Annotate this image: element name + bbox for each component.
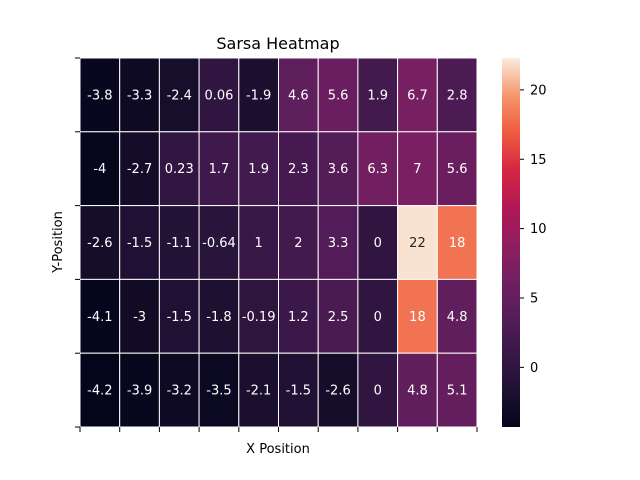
cell-value-label: -2.4 <box>167 88 192 103</box>
heatmap-cell <box>317 278 359 354</box>
cell-value-label: -0.64 <box>202 236 236 251</box>
colorbar-tick-label: 10 <box>530 222 547 237</box>
heatmap-cell <box>119 352 160 428</box>
cell-value-label: 4.6 <box>288 88 309 103</box>
cell-value-label: 0 <box>374 236 382 251</box>
cell-value-label: -4.2 <box>87 384 112 399</box>
cell-value-label: -3.2 <box>167 384 192 399</box>
cell-value-label: -4.1 <box>87 310 112 325</box>
heatmap-cell <box>79 278 121 354</box>
heatmap-cell <box>397 205 438 280</box>
colorbar-tick-label: 20 <box>530 83 547 98</box>
cell-value-label: 3.6 <box>328 162 349 177</box>
heatmap-cell <box>119 205 160 280</box>
cell-value-label: 7 <box>413 162 421 177</box>
heatmap-cell <box>119 57 160 133</box>
cell-value-label: 6.3 <box>367 162 388 177</box>
cell-value-label: 1 <box>255 236 263 251</box>
colorbar <box>502 58 520 427</box>
chart-title: Sarsa Heatmap <box>216 34 339 53</box>
heatmap-cell <box>357 131 399 207</box>
cell-value-label: -1.5 <box>127 236 152 251</box>
heatmap-cell <box>158 205 200 280</box>
heatmap-cell <box>278 352 319 428</box>
cell-value-label: 18 <box>409 310 426 325</box>
cell-value-label: -2.6 <box>87 236 112 251</box>
cell-value-label: -0.19 <box>242 310 276 325</box>
cell-value-label: 1.9 <box>367 88 388 103</box>
heatmap-cell <box>436 352 478 428</box>
heatmap-cell <box>436 278 478 354</box>
heatmap-cell <box>79 352 121 428</box>
cell-value-label: 2.3 <box>288 162 309 177</box>
heatmap-cell <box>397 131 438 207</box>
heatmap-cell <box>357 205 399 280</box>
cell-value-label: 0 <box>374 310 382 325</box>
cell-value-label: -3.8 <box>87 88 112 103</box>
heatmap-cell <box>436 57 478 133</box>
cell-value-label: -2.6 <box>325 384 350 399</box>
heatmap-cell <box>357 352 399 428</box>
y-axis-label: Y-Position <box>51 211 66 274</box>
cell-value-label: -2.1 <box>246 384 271 399</box>
heatmap-cell <box>238 205 280 280</box>
colorbar-tick-label: 0 <box>530 361 538 376</box>
heatmap-cell <box>317 352 359 428</box>
heatmap-cell <box>397 278 438 354</box>
cell-value-label: 0 <box>374 384 382 399</box>
heatmap-cell <box>158 352 200 428</box>
cell-value-label: 5.6 <box>328 88 349 103</box>
heatmap-cell <box>397 352 438 428</box>
colorbar-ticks: 0 5 10 15 20 <box>520 83 547 376</box>
y-axis-ticks <box>75 57 80 428</box>
cell-value-label: 3.3 <box>328 236 349 251</box>
heatmap-cell <box>198 131 240 207</box>
heatmap-cell <box>357 57 399 133</box>
cell-value-label: 4.8 <box>447 310 468 325</box>
cell-value-label: 5.1 <box>447 384 468 399</box>
heatmap-cell <box>79 205 121 280</box>
cell-value-label: -3.3 <box>127 88 152 103</box>
heatmap-cell <box>278 131 319 207</box>
cell-value-label: 22 <box>409 236 426 251</box>
cell-value-label: 4.8 <box>407 384 428 399</box>
cell-value-label: -1.5 <box>167 310 192 325</box>
heatmap-cell <box>119 131 160 207</box>
cell-value-label: 0.23 <box>165 162 194 177</box>
cell-value-label: 1.7 <box>209 162 230 177</box>
cell-value-label: 2 <box>294 236 302 251</box>
heatmap-cell <box>317 131 359 207</box>
cell-value-label: -2.7 <box>127 162 152 177</box>
heatmap-cell <box>436 205 478 280</box>
cell-value-label: 1.2 <box>288 310 309 325</box>
heatmap-cell <box>158 57 200 133</box>
cell-value-label: 2.8 <box>447 88 468 103</box>
heatmap-cell <box>317 205 359 280</box>
heatmap-cell <box>278 57 319 133</box>
cell-value-label: -1.1 <box>167 236 192 251</box>
cell-value-label: -3.5 <box>206 384 231 399</box>
colorbar-tick-label: 5 <box>530 291 538 306</box>
heatmap-cells: -3.8 -3.3 -2.4 0.06 -1.9 4.6 5.6 1.9 6.7 2.8 -4 -2.… <box>79 57 478 428</box>
heatmap-cell <box>79 57 121 133</box>
cell-value-label: -3.9 <box>127 384 152 399</box>
x-axis-ticks <box>79 427 478 432</box>
heatmap-cell <box>278 278 319 354</box>
heatmap-cell <box>238 352 280 428</box>
cell-value-label: 1.9 <box>248 162 269 177</box>
heatmap-cell <box>436 131 478 207</box>
cell-value-label: 2.5 <box>328 310 349 325</box>
cell-value-label: -1.8 <box>206 310 231 325</box>
cell-value-label: -3 <box>133 310 146 325</box>
colorbar-tick-label: 15 <box>530 153 547 168</box>
cell-value-label: -1.9 <box>246 88 271 103</box>
cell-value-label: 18 <box>449 236 466 251</box>
cell-value-label: 0.06 <box>204 88 233 103</box>
cell-value-label: 5.6 <box>447 162 468 177</box>
cell-value-label: 6.7 <box>407 88 428 103</box>
x-axis-label: X Position <box>246 442 310 457</box>
cell-value-label: -1.5 <box>286 384 311 399</box>
cell-value-label: -4 <box>93 162 106 177</box>
